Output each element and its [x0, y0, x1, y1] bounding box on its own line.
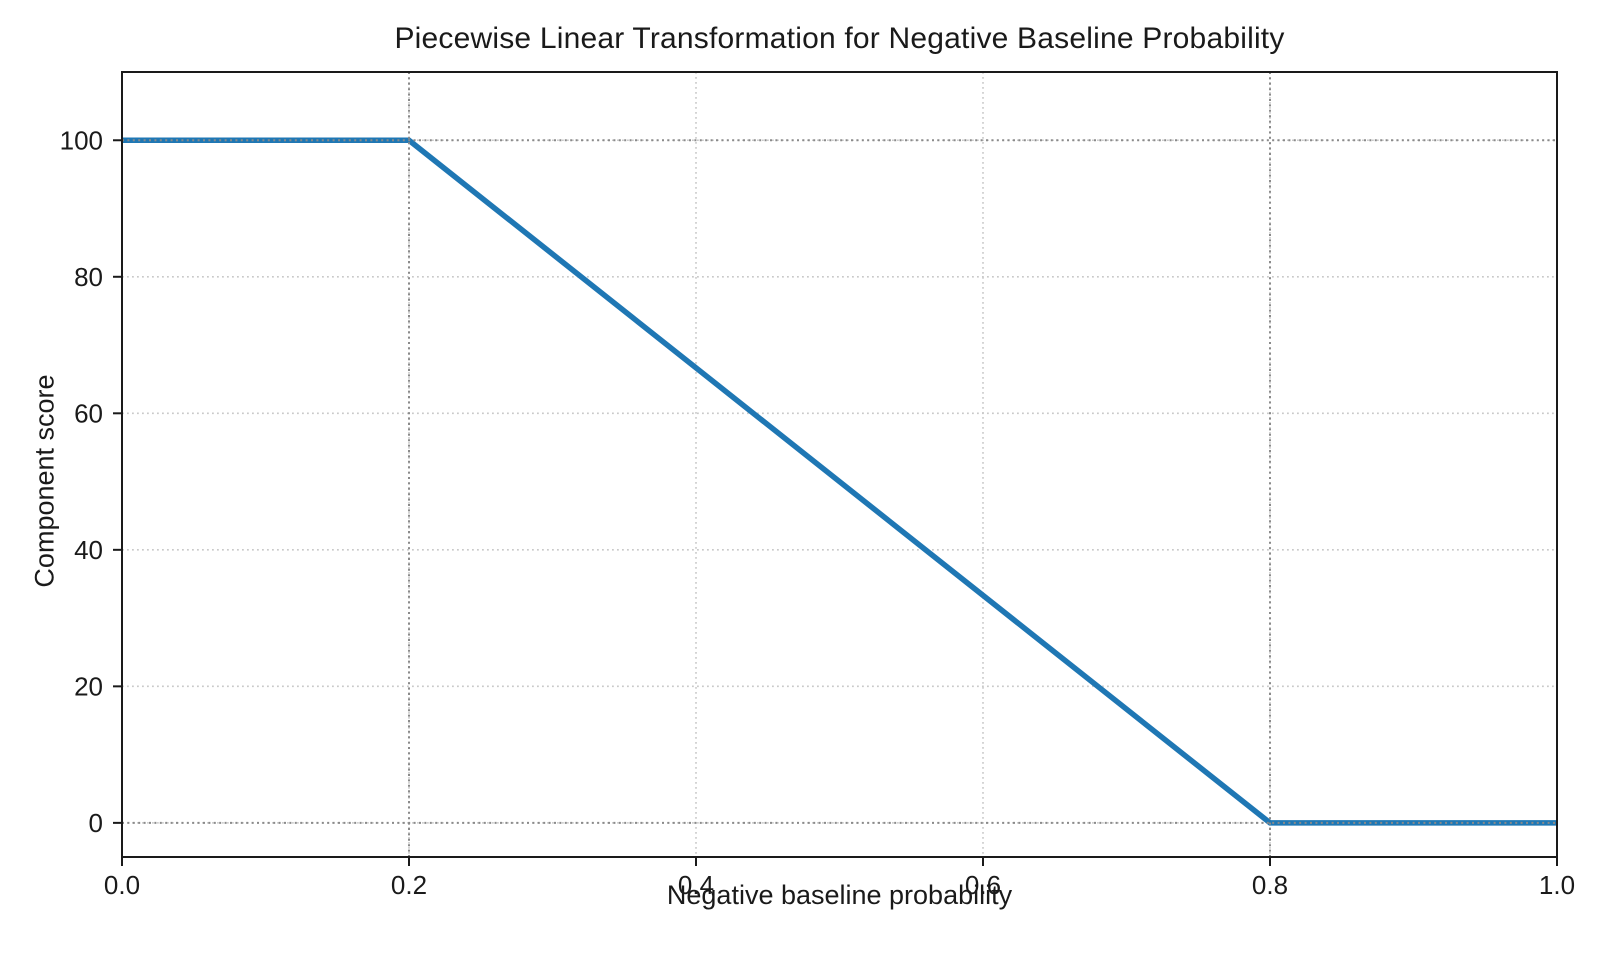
axes-spines [121, 71, 1558, 858]
series-line-component-score [122, 137, 1557, 826]
y-tick-label: 60 [74, 398, 103, 428]
y-tick-label: 100 [60, 125, 103, 155]
y-axis-label: Component score [29, 374, 60, 588]
y-tick-label: 80 [74, 262, 103, 292]
x-tick-label: 1.0 [1539, 870, 1575, 900]
x-axis-label: Negative baseline probability [666, 880, 1013, 910]
x-tick-label: 0.0 [104, 870, 140, 900]
x-tick-label: 0.2 [391, 870, 427, 900]
x-tick-label: 0.6 [965, 870, 1001, 900]
y-tick-label: 40 [74, 535, 103, 565]
chart-title: Piecewise Linear Transformation for Nega… [394, 22, 1285, 55]
y-tick-label: 0 [89, 808, 103, 838]
x-tick-label: 0.4 [678, 870, 714, 900]
y-tick-label: 20 [74, 671, 103, 701]
x-tick-label: 0.8 [1252, 870, 1288, 900]
